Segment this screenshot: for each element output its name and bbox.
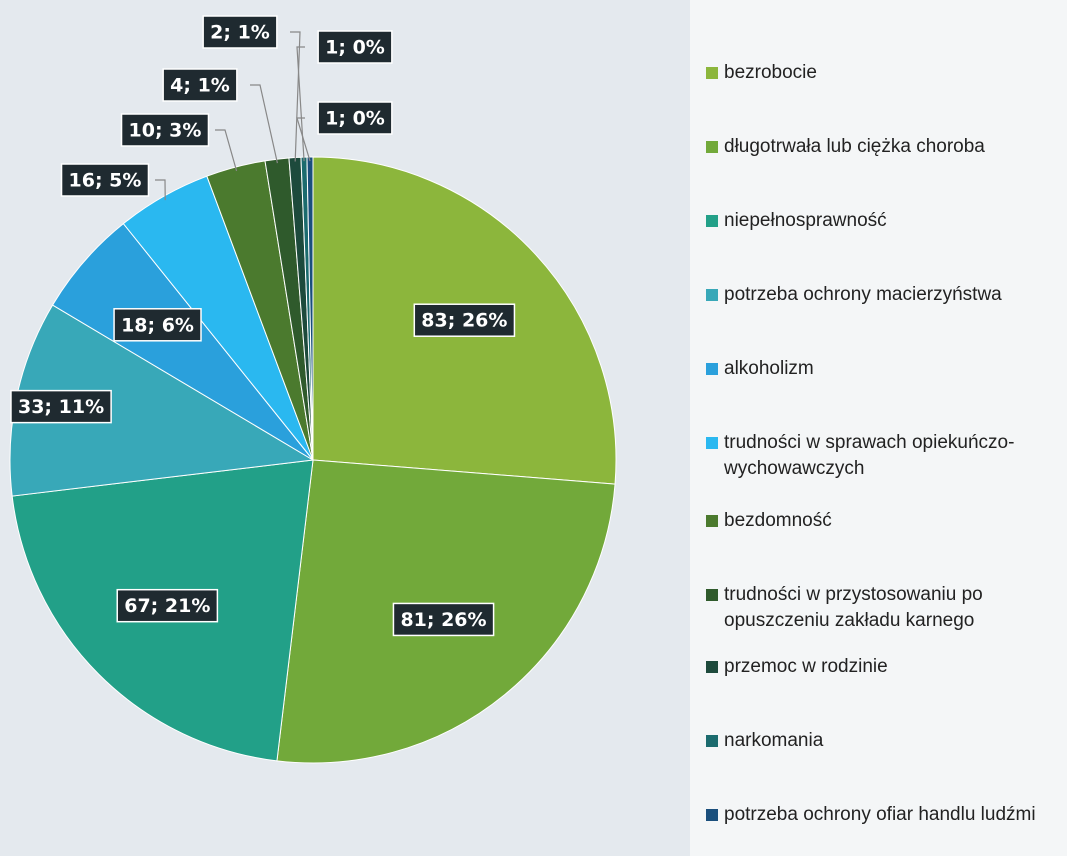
data-label-text: 1; 0% bbox=[325, 108, 385, 130]
data-label-box bbox=[202, 15, 278, 49]
leader-line bbox=[290, 31, 301, 162]
legend-swatch bbox=[706, 515, 718, 527]
legend-item: narkomania bbox=[706, 728, 1067, 754]
data-label-box bbox=[116, 588, 219, 623]
data-label-text: 2; 1% bbox=[210, 22, 270, 44]
data-label-text: 18; 6% bbox=[121, 314, 194, 336]
data-label-box bbox=[120, 113, 210, 147]
data-label-text: 10; 3% bbox=[129, 120, 202, 142]
leader-line bbox=[215, 129, 238, 172]
legend-swatch bbox=[706, 289, 718, 301]
legend-label: bezdomność bbox=[724, 510, 832, 531]
data-label: 1; 0% bbox=[317, 30, 393, 64]
legend-item: niepełnosprawność bbox=[706, 208, 1067, 234]
data-label-box bbox=[317, 101, 393, 135]
legend-item: przemoc w rodzinie bbox=[706, 654, 1067, 680]
data-label-text: 33; 11% bbox=[18, 396, 104, 418]
legend: bezrobocie długotrwała lub ciężka choroba… bbox=[690, 0, 1067, 856]
leader-line bbox=[155, 179, 166, 201]
legend-item: trudności w sprawach opiekuńczo-wychowaw… bbox=[706, 430, 1067, 482]
data-label-text: 83; 26% bbox=[421, 310, 507, 332]
legend-label: trudności w sprawach opiekuńczo-wychowaw… bbox=[724, 432, 1015, 479]
data-label: 67; 21% bbox=[116, 588, 219, 623]
legend-swatch bbox=[706, 809, 718, 821]
data-label-box bbox=[317, 30, 393, 64]
legend-item: potrzeba ochrony ofiar handlu ludźmi bbox=[706, 802, 1067, 828]
data-label-box bbox=[162, 68, 238, 102]
legend-item: alkoholizm bbox=[706, 356, 1067, 382]
leader-line bbox=[250, 84, 278, 164]
data-label: 1; 0% bbox=[317, 101, 393, 135]
legend-item: trudności w przystosowaniu po opuszczeni… bbox=[706, 582, 1067, 634]
data-label-box bbox=[113, 308, 202, 342]
data-label-box bbox=[392, 602, 495, 637]
legend-label: trudności w przystosowaniu po opuszczeni… bbox=[724, 584, 983, 631]
legend-label: potrzeba ochrony ofiar handlu ludźmi bbox=[724, 804, 1036, 825]
data-label-text: 4; 1% bbox=[170, 75, 230, 97]
data-label-text: 67; 21% bbox=[124, 595, 210, 617]
data-label: 4; 1% bbox=[162, 68, 238, 102]
legend-swatch bbox=[706, 363, 718, 375]
legend-label: narkomania bbox=[724, 730, 824, 751]
legend-item: potrzeba ochrony macierzyństwa bbox=[706, 282, 1067, 308]
legend-item: długotrwała lub ciężka choroba bbox=[706, 134, 1067, 160]
legend-swatch bbox=[706, 661, 718, 673]
legend-label: przemoc w rodzinie bbox=[724, 656, 888, 677]
data-label: 2; 1% bbox=[202, 15, 278, 49]
data-label: 18; 6% bbox=[113, 308, 202, 342]
data-label: 83; 26% bbox=[413, 303, 516, 337]
data-label: 10; 3% bbox=[120, 113, 210, 147]
pie-slice bbox=[306, 156, 314, 461]
leader-line bbox=[296, 46, 305, 162]
legend-swatch bbox=[706, 215, 718, 227]
data-label: 81; 26% bbox=[392, 602, 495, 637]
legend-label: długotrwała lub ciężka choroba bbox=[724, 136, 985, 157]
leader-line bbox=[296, 117, 311, 162]
data-label-box bbox=[413, 303, 516, 337]
data-label: 16; 5% bbox=[60, 163, 150, 197]
data-label-text: 1; 0% bbox=[325, 37, 385, 59]
legend-label: alkoholizm bbox=[724, 358, 814, 379]
chart: 83; 26% 81; 26% 67; 21% 33; 11% 18; 6% 16; 5%… bbox=[9, 15, 617, 764]
legend-swatch bbox=[706, 141, 718, 153]
legend-label: bezrobocie bbox=[724, 62, 817, 83]
data-label-box bbox=[10, 389, 112, 424]
legend-item: bezdomność bbox=[706, 508, 1067, 534]
data-label: 33; 11% bbox=[10, 389, 112, 424]
legend-label: niepełnosprawność bbox=[724, 210, 887, 231]
legend-swatch bbox=[706, 67, 718, 79]
data-label-text: 16; 5% bbox=[69, 170, 142, 192]
legend-swatch bbox=[706, 735, 718, 747]
legend-swatch bbox=[706, 437, 718, 449]
data-label-text: 81; 26% bbox=[400, 609, 486, 631]
legend-swatch bbox=[706, 589, 718, 601]
data-label-box bbox=[60, 163, 150, 197]
legend-label: potrzeba ochrony macierzyństwa bbox=[724, 284, 1002, 305]
legend-item: bezrobocie bbox=[706, 60, 1067, 86]
